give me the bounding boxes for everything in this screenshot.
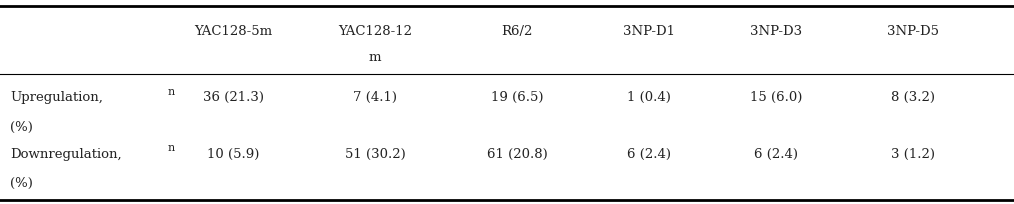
Text: (%): (%)	[10, 177, 33, 190]
Text: 10 (5.9): 10 (5.9)	[207, 147, 260, 161]
Text: 36 (21.3): 36 (21.3)	[203, 91, 264, 104]
Text: 8 (3.2): 8 (3.2)	[890, 91, 935, 104]
Text: 7 (4.1): 7 (4.1)	[353, 91, 397, 104]
Text: (%): (%)	[10, 121, 33, 134]
Text: 1 (0.4): 1 (0.4)	[627, 91, 671, 104]
Text: 19 (6.5): 19 (6.5)	[491, 91, 544, 104]
Text: 3NP-D5: 3NP-D5	[886, 25, 939, 38]
Text: 6 (2.4): 6 (2.4)	[753, 147, 798, 161]
Text: Downregulation,: Downregulation,	[10, 147, 122, 161]
Text: Upregulation,: Upregulation,	[10, 91, 103, 104]
Text: YAC128-5m: YAC128-5m	[194, 25, 273, 38]
Text: 3NP-D3: 3NP-D3	[749, 25, 802, 38]
Text: R6/2: R6/2	[502, 25, 532, 38]
Text: YAC128-12: YAC128-12	[339, 25, 412, 38]
Text: 61 (20.8): 61 (20.8)	[487, 147, 548, 161]
Text: 3NP-D1: 3NP-D1	[623, 25, 675, 38]
Text: 51 (30.2): 51 (30.2)	[345, 147, 406, 161]
Text: m: m	[369, 51, 381, 64]
Text: n: n	[167, 143, 174, 153]
Text: n: n	[167, 87, 174, 97]
Text: 6 (2.4): 6 (2.4)	[627, 147, 671, 161]
Text: 3 (1.2): 3 (1.2)	[890, 147, 935, 161]
Text: 15 (6.0): 15 (6.0)	[749, 91, 802, 104]
